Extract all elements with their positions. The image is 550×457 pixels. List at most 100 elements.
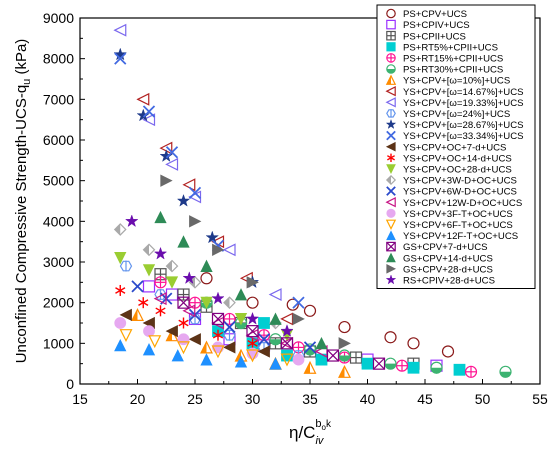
- data-point: [257, 345, 270, 358]
- data-point: [177, 333, 190, 346]
- y-tick-label: 4000: [43, 213, 74, 229]
- y-tick-label: 5000: [43, 173, 74, 189]
- data-point: [384, 357, 397, 370]
- data-point: [292, 312, 305, 326]
- data-point: [326, 349, 340, 362]
- legend-marker: [385, 197, 396, 208]
- data-point: [453, 363, 466, 376]
- legend-marker: [385, 219, 397, 230]
- data-point: [154, 210, 167, 224]
- data-point: [280, 353, 294, 367]
- legend-entry: RS+CPIV+28-d+UCS: [403, 276, 495, 287]
- data-point: [338, 364, 351, 378]
- legend-marker: [386, 109, 396, 118]
- data-point: [211, 345, 225, 359]
- x-axis-label: η/Civ bok: [289, 418, 332, 447]
- x-tick-label: 30: [245, 391, 261, 407]
- data-point: [268, 288, 282, 302]
- legend-entry: YS+CPV+OC+28-d+UCS: [403, 165, 512, 176]
- x-axis-label-supsub: o: [322, 423, 327, 432]
- legend-entry: PS+RT5%+CPII+UCS: [403, 42, 498, 53]
- data-point: [155, 305, 166, 317]
- data-point: [153, 246, 168, 260]
- y-tick-label: 1000: [43, 335, 74, 351]
- data-point: [189, 215, 202, 228]
- y-axis-label-main: Unconfined Compressive Strength-UCS-q: [13, 85, 30, 363]
- data-point: [303, 360, 317, 374]
- data-point: [246, 296, 259, 309]
- legend-entry: YS+CPV+[ω=14.67%]+UCS: [403, 87, 524, 98]
- legend-marker: [385, 86, 396, 97]
- data-point: [119, 260, 133, 272]
- data-point: [223, 296, 236, 310]
- legend-marker: [386, 53, 396, 63]
- data-point: [188, 190, 202, 204]
- data-point: [200, 353, 213, 366]
- data-point: [211, 291, 225, 305]
- data-point: [124, 214, 139, 228]
- data-point: [499, 365, 512, 378]
- data-point: [165, 157, 179, 171]
- legend-entry: YS+CPV+12W-D+OC+UCS: [403, 198, 522, 209]
- data-point: [205, 230, 220, 244]
- data-point: [280, 312, 294, 326]
- data-point: [142, 343, 156, 356]
- data-point: [119, 329, 133, 343]
- data-point: [113, 223, 127, 236]
- legend-marker: [386, 42, 396, 52]
- legend-entry: GS+CPV+28-d+UCS: [403, 264, 493, 275]
- legend-entry: PS+CPIV+UCS: [403, 20, 470, 31]
- data-point: [234, 313, 248, 326]
- legend-entry: YS+CPV+OC+7-d+UCS: [403, 142, 506, 153]
- legend-marker: [385, 74, 397, 85]
- data-point: [407, 337, 420, 350]
- legend-marker: [386, 30, 396, 41]
- x-tick-label: 15: [72, 391, 88, 407]
- data-point: [246, 276, 259, 289]
- data-point: [165, 276, 179, 289]
- data-point: [212, 243, 225, 256]
- legend-entry: YS+CPV+6W-D+OC+UCS: [403, 187, 517, 198]
- data-point: [165, 288, 179, 301]
- y-tick-label: 6000: [43, 132, 74, 148]
- data-points: [113, 23, 512, 378]
- y-axis-label: Unconfined Compressive Strength-UCS-qu (…: [13, 39, 33, 364]
- legend-marker: [385, 141, 396, 152]
- legend-entry: PS+RT15%+CPII+UCS: [403, 54, 503, 65]
- legend-entry: YS+CPV+[ω=19.33%]+UCS: [403, 98, 524, 109]
- legend-entry: PS+RT30%+CPII+UCS: [403, 65, 503, 76]
- legend-marker: [385, 118, 397, 130]
- legend-marker: [387, 153, 395, 162]
- data-point: [131, 308, 144, 321]
- data-point: [114, 252, 127, 265]
- legend-marker: [386, 164, 396, 174]
- legend-marker: [386, 230, 396, 241]
- data-point: [315, 336, 328, 350]
- legend-marker: [386, 208, 396, 218]
- data-point: [222, 243, 236, 257]
- data-point: [177, 341, 190, 355]
- legend-entry: YS+CPV+OC+14-d+UCS: [403, 153, 512, 164]
- y-tick-label: 7000: [43, 91, 74, 107]
- data-point: [188, 186, 202, 200]
- data-point: [178, 317, 189, 329]
- data-point: [200, 340, 213, 354]
- data-point: [177, 288, 190, 301]
- legend-marker: [385, 174, 397, 186]
- legend-marker: [386, 64, 396, 74]
- data-point: [200, 296, 213, 310]
- legend-marker: [386, 130, 396, 141]
- data-point: [143, 325, 155, 338]
- data-point: [211, 312, 225, 326]
- data-point: [142, 105, 156, 118]
- data-point: [269, 357, 282, 370]
- data-point: [281, 349, 293, 362]
- legend-entry: YS+CPV+3F-T+OC+UCS: [403, 209, 513, 220]
- data-point: [247, 337, 258, 349]
- data-point: [113, 47, 128, 61]
- legend-entry: YS+CPV+[ω=33.34%]+UCS: [403, 131, 524, 142]
- legend-entry: PS+CPV+UCS: [403, 9, 467, 20]
- data-point: [303, 304, 317, 317]
- data-point: [200, 259, 213, 272]
- data-point: [142, 243, 156, 257]
